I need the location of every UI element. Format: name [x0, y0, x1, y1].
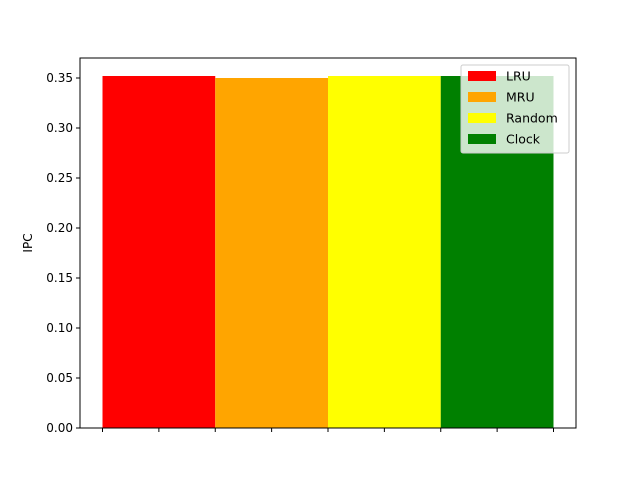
bar-random: [328, 76, 441, 428]
y-tick-label: 0.15: [46, 271, 73, 285]
y-tick-label: 0.20: [46, 221, 73, 235]
y-tick-label: 0.25: [46, 171, 73, 185]
legend-swatch-mru: [468, 92, 496, 102]
bars-group: [102, 76, 554, 428]
legend-label-mru: MRU: [506, 90, 535, 105]
legend-box: [460, 64, 570, 154]
legend-swatch-random: [468, 113, 496, 123]
bar-mru: [215, 78, 328, 428]
y-tick-label: 0.30: [46, 121, 73, 135]
plot-frame: [79, 57, 577, 429]
legend-label-random: Random: [506, 111, 558, 126]
y-ticks-group: 0.00 0.05 0.10 0.15 0.20 0.25 0.30 0.35: [46, 71, 80, 435]
legend: LRU MRU Random Clock: [460, 64, 570, 154]
legend-swatch-clock: [468, 134, 496, 144]
y-axis-label: IPC: [21, 233, 35, 252]
legend-swatch-lru: [468, 71, 496, 81]
y-tick-label: 0.10: [46, 321, 73, 335]
y-tick-label: 0.00: [46, 421, 73, 435]
legend-label-clock: Clock: [506, 132, 541, 147]
y-tick-label: 0.05: [46, 371, 73, 385]
y-tick-label: 0.35: [46, 71, 73, 85]
x-ticks-group: [102, 428, 554, 432]
legend-label-lru: LRU: [506, 69, 531, 84]
bar-lru: [102, 76, 216, 428]
